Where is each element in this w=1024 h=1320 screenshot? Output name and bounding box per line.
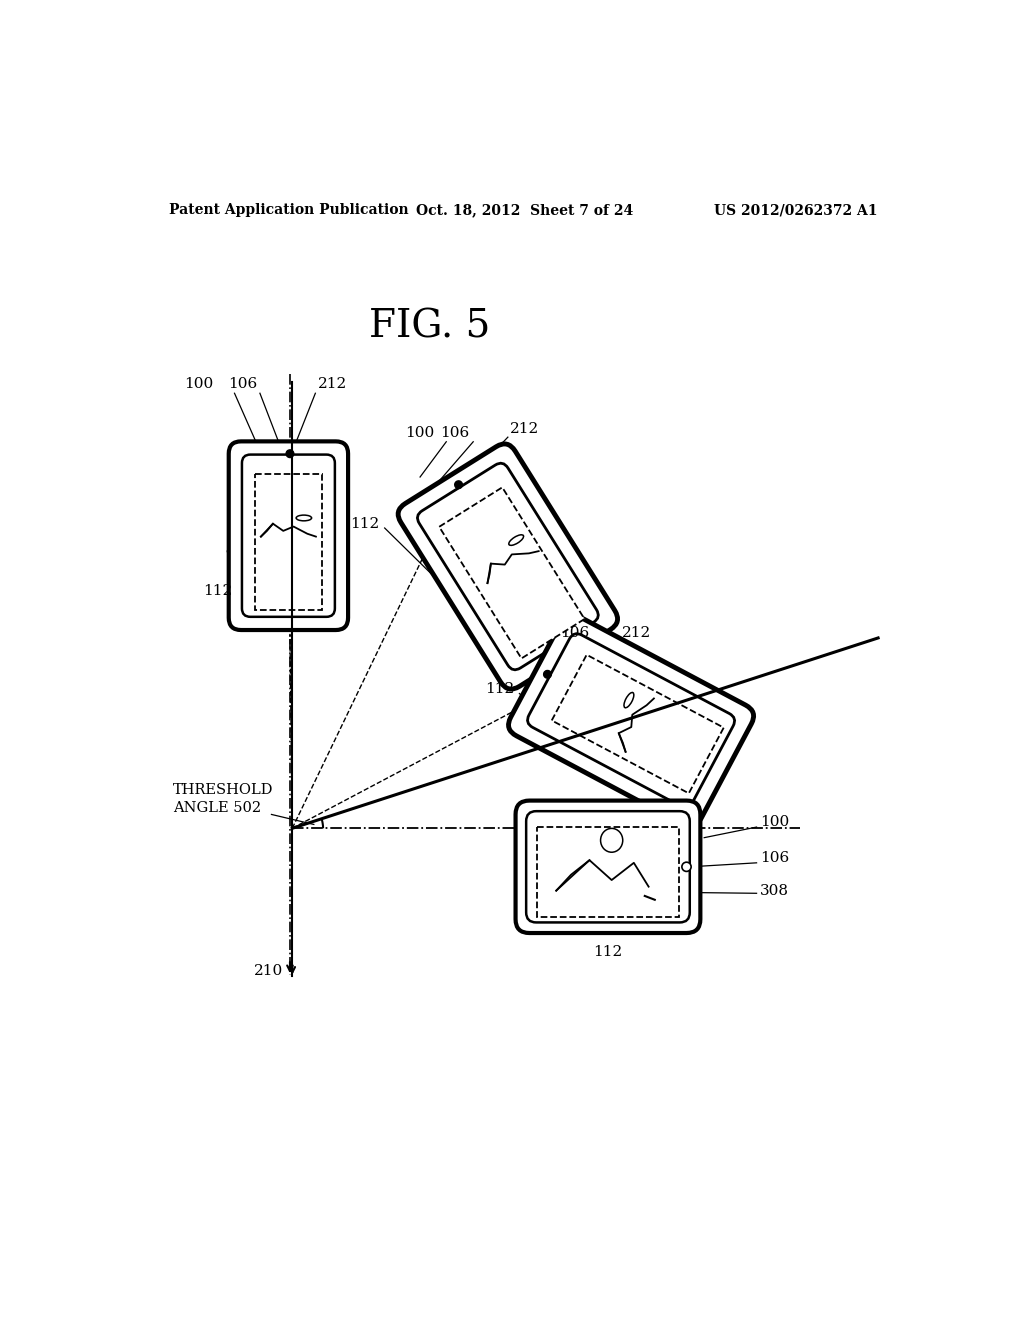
Bar xyxy=(552,655,724,793)
Circle shape xyxy=(682,862,691,871)
FancyBboxPatch shape xyxy=(418,463,598,669)
Ellipse shape xyxy=(624,693,634,708)
Text: 106: 106 xyxy=(760,850,788,865)
Text: 106: 106 xyxy=(228,378,258,391)
Bar xyxy=(439,487,585,659)
Text: 100: 100 xyxy=(760,814,788,829)
FancyBboxPatch shape xyxy=(526,812,690,923)
Bar xyxy=(255,474,322,610)
Ellipse shape xyxy=(296,515,311,521)
FancyBboxPatch shape xyxy=(398,444,617,689)
Text: 212: 212 xyxy=(510,421,540,436)
Text: 100: 100 xyxy=(527,622,556,636)
Text: 212: 212 xyxy=(317,378,347,391)
FancyBboxPatch shape xyxy=(228,441,348,630)
Text: 106: 106 xyxy=(560,627,590,640)
Text: 112: 112 xyxy=(484,681,514,696)
Bar xyxy=(537,828,679,917)
Text: 112: 112 xyxy=(593,945,623,960)
Circle shape xyxy=(455,480,463,488)
Text: 100: 100 xyxy=(406,426,435,440)
Ellipse shape xyxy=(509,535,523,545)
Text: 100: 100 xyxy=(184,378,214,391)
Text: FIG. 5: FIG. 5 xyxy=(370,309,490,346)
FancyBboxPatch shape xyxy=(509,615,754,826)
Text: THRESHOLD
ANGLE 502: THRESHOLD ANGLE 502 xyxy=(173,783,273,816)
Text: 106: 106 xyxy=(440,426,469,440)
FancyBboxPatch shape xyxy=(515,800,700,933)
Text: 112: 112 xyxy=(203,583,232,598)
Text: 308: 308 xyxy=(760,883,788,898)
FancyBboxPatch shape xyxy=(527,634,734,808)
Circle shape xyxy=(286,450,294,458)
FancyBboxPatch shape xyxy=(242,454,335,616)
Ellipse shape xyxy=(600,829,623,853)
Text: US 2012/0262372 A1: US 2012/0262372 A1 xyxy=(714,203,878,216)
Circle shape xyxy=(544,671,551,678)
Text: 210: 210 xyxy=(254,964,283,978)
Text: 212: 212 xyxy=(622,627,651,640)
Text: Patent Application Publication: Patent Application Publication xyxy=(169,203,409,216)
Text: 112: 112 xyxy=(350,517,379,531)
Text: Oct. 18, 2012  Sheet 7 of 24: Oct. 18, 2012 Sheet 7 of 24 xyxy=(416,203,634,216)
